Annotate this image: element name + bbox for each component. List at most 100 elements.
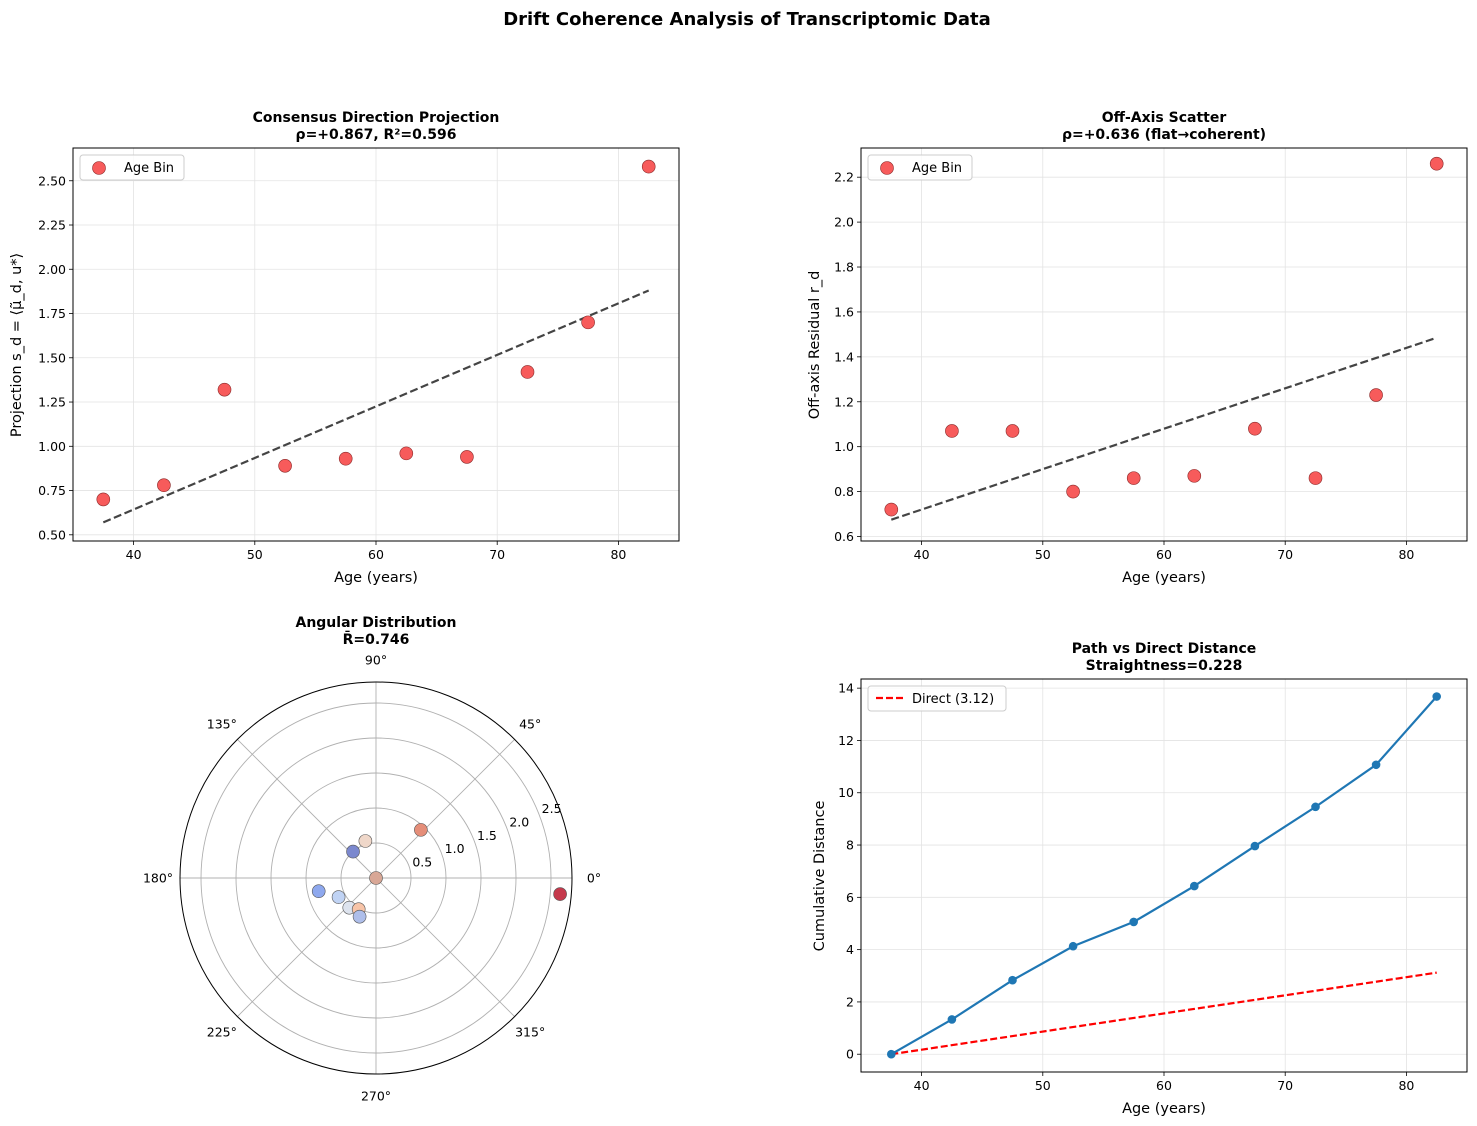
angular-gridline (375, 877, 515, 1017)
panel-title-line2: R̄=0.746 (343, 629, 410, 648)
y-tick-label: 0 (846, 1047, 854, 1062)
angle-tick-label: 45° (519, 716, 541, 731)
polar-point (369, 871, 383, 885)
chart-marks (887, 692, 1441, 1059)
path-point (1250, 841, 1260, 851)
panel-title-line2: ρ=+0.636 (flat→coherent) (1062, 127, 1266, 143)
x-axis-label: Age (years) (1122, 570, 1206, 586)
x-tick-label: 50 (1035, 547, 1051, 562)
tick-labels: 40 50 60 70 80 0 2 4 6 8 10 12 14 (838, 681, 1414, 1093)
data-point (1429, 156, 1444, 171)
tick-labels: 40 50 60 70 80 0.50 0.75 1.00 1.25 1.50 1.75 2.00 2.… (38, 173, 626, 562)
radial-tick-label: 2.5 (542, 801, 562, 816)
x-tick-label: 60 (368, 547, 384, 562)
y-tick-label: 10 (838, 785, 854, 800)
data-point (945, 424, 959, 438)
y-tick-label: 1.4 (834, 349, 854, 364)
y-axis-label: Cumulative Distance (812, 801, 828, 952)
radial-gridline (305, 807, 447, 949)
angle-tick-label: 90° (365, 653, 387, 668)
angle-tick-label: 180° (143, 871, 173, 886)
angle-tick-label: 315° (515, 1025, 545, 1040)
x-tick-label: 60 (1156, 547, 1172, 562)
y-tick-label: 1.50 (38, 350, 66, 365)
polar-point (358, 834, 373, 848)
y-tick-label: 0.75 (38, 483, 66, 498)
legend-marker (92, 161, 106, 175)
panel-consensus-projection: Consensus Direction Projection ρ=+0.867,… (9, 110, 680, 586)
y-tick-label: 2.2 (834, 170, 854, 185)
chart-marks (311, 823, 567, 924)
angle-tick-label: 270° (361, 1089, 391, 1104)
y-tick-label: 0.8 (834, 484, 854, 499)
y-tick-label: 1.0 (834, 439, 854, 454)
polar-point (414, 823, 428, 837)
y-axis-label: Off-axis Residual r_d (807, 271, 823, 420)
angular-gridline (375, 739, 515, 879)
radial-tick-label: 2.0 (509, 814, 529, 829)
polar-point (553, 887, 567, 901)
x-tick-label: 60 (1156, 1078, 1172, 1093)
panel-title-line2: ρ=+0.867, R²=0.596 (296, 127, 457, 143)
y-tick-label: 2.0 (834, 215, 854, 230)
legend-box (867, 685, 1007, 712)
x-tick-label: 40 (914, 1078, 930, 1093)
panel-off-axis-scatter: Off-Axis Scatter ρ=+0.636 (flat→coherent… (807, 110, 1468, 586)
y-axis-label: Projection s_d = ⟨μ̃_d, u*⟩ (9, 253, 25, 437)
y-tick-label: 1.8 (834, 260, 854, 275)
polar-grid (179, 681, 573, 1075)
y-tick-label: 1.25 (38, 395, 66, 410)
path-point (1068, 941, 1078, 951)
data-point (1005, 424, 1020, 438)
angle-tick-label: 135° (207, 716, 237, 731)
y-tick-label: 1.75 (38, 306, 66, 321)
chart-marks (884, 156, 1444, 521)
data-point (641, 159, 656, 174)
panel-title-line2: Straightness=0.228 (1086, 658, 1243, 674)
path-point (1008, 975, 1017, 985)
y-tick-label: 14 (838, 681, 854, 696)
polar-point (311, 884, 326, 899)
x-tick-label: 70 (1277, 1078, 1293, 1093)
angular-gridline (237, 877, 377, 1017)
path-point (1129, 917, 1138, 927)
path-point (1190, 881, 1199, 891)
y-tick-label: 4 (846, 942, 854, 957)
y-tick-label: 2 (846, 994, 854, 1009)
y-tick-label: 12 (838, 733, 854, 748)
radial-gridline (200, 702, 552, 1054)
data-point (278, 458, 292, 473)
data-point (520, 365, 535, 379)
y-tick-label: 0.6 (834, 529, 854, 544)
polar-point (352, 909, 367, 924)
legend-box (79, 154, 185, 181)
legend-label: Age Bin (912, 161, 962, 176)
panel-path-vs-direct: Path vs Direct Distance Straightness=0.2… (812, 641, 1468, 1117)
radial-gridline (235, 737, 517, 1019)
data-point (217, 382, 232, 397)
radial-gridline (270, 772, 482, 984)
y-tick-label: 0.50 (38, 527, 66, 542)
data-point (884, 502, 899, 517)
data-point (1369, 388, 1383, 402)
legend: Age Bin (867, 154, 973, 181)
legend-label: Age Bin (124, 161, 174, 176)
panel-title-line1: Path vs Direct Distance (1072, 641, 1257, 657)
tick-labels: 40 50 60 70 80 0.6 0.8 1.0 1.2 1.4 1.6 1.8 2.0 2.2 (834, 170, 1414, 562)
data-point (1066, 484, 1080, 499)
legend-marker (880, 161, 894, 175)
radial-tick-label: 1.0 (445, 841, 465, 856)
series-line-direct (891, 971, 1437, 1056)
polar-frame (179, 681, 573, 1075)
path-point (887, 1049, 896, 1059)
y-tick-label: 1.2 (834, 394, 854, 409)
panel-title-line1: Off-Axis Scatter (1102, 110, 1227, 126)
grid-lines (73, 148, 679, 541)
y-tick-label: 2.50 (38, 173, 66, 188)
data-point (581, 315, 595, 330)
x-tick-label: 70 (489, 547, 505, 562)
data-point (338, 451, 353, 466)
x-tick-label: 50 (1035, 1078, 1051, 1093)
y-tick-label: 2.00 (38, 262, 66, 277)
